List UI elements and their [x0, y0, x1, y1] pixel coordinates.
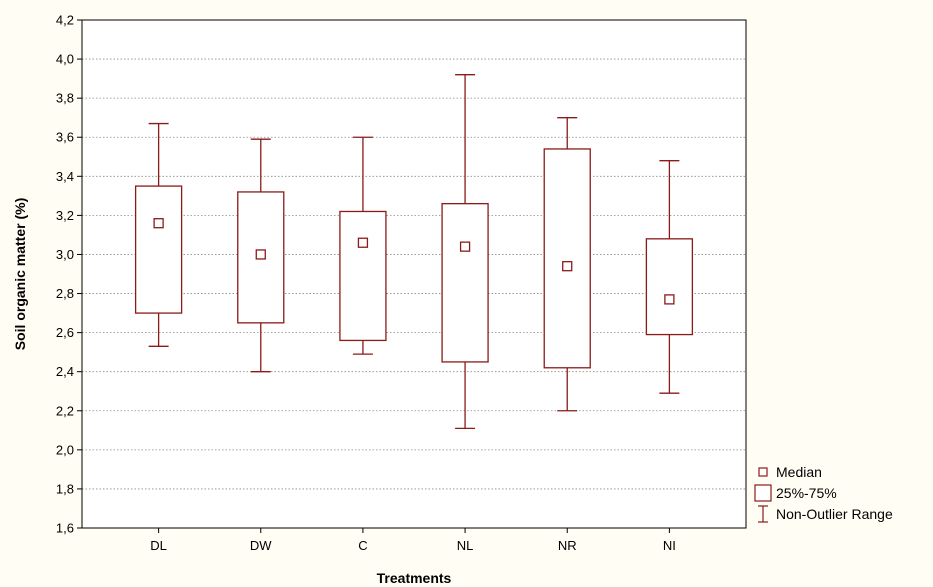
y-tick-label: 2,4 [56, 364, 74, 379]
x-tick-label: NR [558, 538, 577, 553]
gridlines [82, 58, 746, 490]
legend-median-swatch [758, 467, 768, 477]
y-tick-label: 2,6 [56, 325, 74, 340]
x-tick-label: DW [250, 538, 272, 553]
median-marker [357, 237, 369, 248]
y-tick-label: 4,0 [56, 52, 74, 67]
legend: Median 25%-75% Non-Outlier Range [754, 464, 893, 523]
y-axis-ticks: 1,6 1,8 2,0 2,2 2,4 2,6 2,8 3,0 3,2 3,4 3,6 3,8 4,0 4… [56, 13, 82, 536]
legend-label: Non-Outlier Range [776, 506, 893, 522]
plot-area [82, 20, 746, 528]
y-tick-label: 2,8 [56, 286, 74, 301]
y-tick-label: 3,2 [56, 208, 74, 223]
median-marker [153, 218, 164, 229]
box-iqr [645, 238, 694, 336]
median-marker [255, 249, 266, 260]
legend-item-range: Non-Outlier Range [758, 505, 893, 523]
x-tick-label: C [358, 538, 367, 553]
box-NR [543, 117, 591, 412]
box-iqr [441, 203, 489, 363]
median-marker [459, 241, 471, 252]
box-iqr [543, 148, 591, 369]
y-tick-label: 2,0 [56, 442, 74, 457]
y-tick-label: 1,6 [56, 521, 74, 536]
y-tick-label: 3,8 [56, 91, 74, 106]
median-marker [664, 294, 675, 305]
y-tick-label: 3,6 [56, 130, 74, 145]
box-DW [237, 138, 285, 373]
legend-item-box: 25%-75% [754, 484, 837, 502]
boxes [134, 74, 694, 430]
legend-label: Median [776, 464, 822, 480]
legend-label: 25%-75% [776, 485, 837, 501]
box-iqr [134, 185, 183, 314]
x-tick-label: NI [663, 538, 676, 553]
y-tick-label: 4,2 [56, 13, 74, 28]
y-tick-label: 3,4 [56, 169, 74, 184]
box-DL [134, 122, 183, 347]
y-tick-label: 1,8 [56, 481, 74, 496]
plot-frame [81, 19, 747, 529]
x-axis-ticks: DL DW C NL NR NI [150, 528, 676, 553]
y-tick-label: 2,2 [56, 403, 74, 418]
x-tick-label: NL [457, 538, 474, 553]
y-axis-title: Soil organic matter (%) [12, 198, 28, 350]
box-C [339, 136, 387, 355]
legend-box-swatch [754, 484, 772, 502]
box-NL [441, 74, 489, 430]
y-tick-label: 3,0 [56, 247, 74, 262]
x-tick-label: DL [150, 538, 167, 553]
median-marker [562, 261, 573, 272]
box-iqr [339, 210, 387, 342]
box-NI [645, 160, 694, 394]
legend-item-median: Median [758, 464, 822, 480]
x-axis-title: Treatments [377, 570, 452, 586]
